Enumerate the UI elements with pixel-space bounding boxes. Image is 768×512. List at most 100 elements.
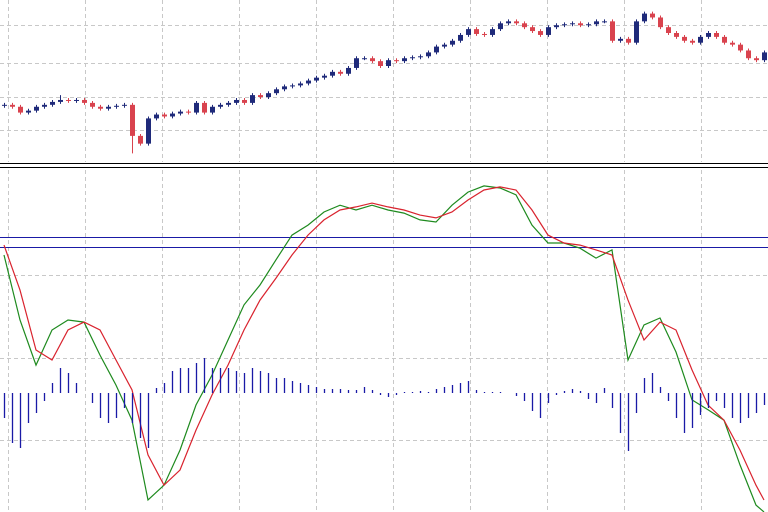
candle-body bbox=[162, 114, 167, 117]
candle-body bbox=[282, 86, 287, 90]
candle-body bbox=[74, 99, 79, 101]
candle-body bbox=[762, 52, 767, 61]
candle-body bbox=[666, 27, 671, 33]
candle-body bbox=[554, 25, 559, 28]
candle-body bbox=[642, 13, 647, 22]
candle-body bbox=[98, 106, 103, 109]
candle-body bbox=[90, 102, 95, 107]
candle-body bbox=[538, 31, 543, 35]
candle-body bbox=[546, 27, 551, 35]
candle-body bbox=[34, 106, 39, 111]
candle-body bbox=[178, 111, 183, 114]
candle-body bbox=[458, 34, 463, 41]
candle-body bbox=[658, 17, 663, 28]
candle-body bbox=[26, 110, 31, 113]
candle-body bbox=[586, 24, 591, 26]
candle-body bbox=[370, 58, 375, 62]
candle-body bbox=[418, 56, 423, 58]
candle-body bbox=[506, 21, 511, 24]
candle-body bbox=[226, 102, 231, 105]
candle-body bbox=[194, 102, 199, 113]
candle-body bbox=[634, 21, 639, 43]
candle-body bbox=[242, 99, 247, 103]
candle-body bbox=[186, 111, 191, 113]
candle-body bbox=[482, 33, 487, 35]
candle-body bbox=[50, 101, 55, 105]
candle-body bbox=[522, 23, 527, 28]
candle-body bbox=[106, 106, 111, 109]
candle-body bbox=[290, 85, 295, 87]
candle-body bbox=[42, 104, 47, 107]
candle-body bbox=[130, 104, 135, 136]
candle-body bbox=[170, 113, 175, 117]
candle-body bbox=[402, 58, 407, 62]
candle-body bbox=[674, 33, 679, 37]
candle-body bbox=[66, 99, 71, 101]
candle-body bbox=[354, 58, 359, 68]
candle-body bbox=[562, 24, 567, 26]
candle-body bbox=[410, 57, 415, 59]
candle-body bbox=[234, 99, 239, 103]
candle-body bbox=[602, 21, 607, 23]
candle-body bbox=[498, 23, 503, 30]
candle-body bbox=[594, 21, 599, 25]
candle-body bbox=[298, 83, 303, 86]
candle-body bbox=[514, 21, 519, 24]
candle-body bbox=[570, 23, 575, 25]
candle-body bbox=[202, 102, 207, 113]
candle-body bbox=[378, 61, 383, 66]
candle-body bbox=[722, 36, 727, 43]
candle-body bbox=[210, 106, 215, 113]
candle-body bbox=[738, 44, 743, 51]
candle-body bbox=[2, 104, 7, 106]
candle-body bbox=[466, 29, 471, 35]
candle-body bbox=[706, 33, 711, 37]
candle-body bbox=[18, 106, 23, 113]
candle-body bbox=[394, 60, 399, 62]
candle-body bbox=[330, 71, 335, 76]
candle-body bbox=[618, 38, 623, 41]
candle-body bbox=[362, 58, 367, 60]
candle-body bbox=[82, 99, 87, 103]
oscillator-line bbox=[3, 186, 765, 501]
candle-body bbox=[386, 60, 391, 66]
candle-body bbox=[690, 40, 695, 43]
candle-body bbox=[122, 104, 127, 106]
candle-body bbox=[138, 135, 143, 144]
candle-body bbox=[610, 21, 615, 41]
candle-body bbox=[10, 104, 15, 107]
candle-body bbox=[314, 77, 319, 81]
candle-body bbox=[730, 42, 735, 45]
candle-body bbox=[258, 95, 263, 98]
candle-body bbox=[306, 80, 311, 84]
candle-body bbox=[698, 36, 703, 43]
candle-body bbox=[274, 89, 279, 94]
candle-body bbox=[250, 95, 255, 103]
candle-body bbox=[426, 52, 431, 57]
candle-body bbox=[154, 114, 159, 119]
candle-body bbox=[746, 50, 751, 59]
candle-body bbox=[146, 118, 151, 144]
candle-body bbox=[450, 40, 455, 45]
candle-body bbox=[434, 46, 439, 53]
candle-body bbox=[714, 33, 719, 37]
candle-body bbox=[338, 71, 343, 74]
candle-body bbox=[530, 27, 535, 32]
candle-body bbox=[442, 44, 447, 47]
candle-body bbox=[322, 75, 327, 78]
candle-body bbox=[626, 38, 631, 43]
candle-body bbox=[346, 67, 351, 74]
candle-body bbox=[578, 23, 583, 26]
candle-body bbox=[490, 29, 495, 35]
candle-body bbox=[474, 29, 479, 34]
candle-body bbox=[218, 104, 223, 107]
candle-body bbox=[58, 99, 63, 102]
candle-body bbox=[754, 58, 759, 61]
candle-body bbox=[114, 105, 119, 107]
candle-body bbox=[650, 13, 655, 18]
candle-body bbox=[266, 93, 271, 98]
candle-body bbox=[682, 36, 687, 41]
